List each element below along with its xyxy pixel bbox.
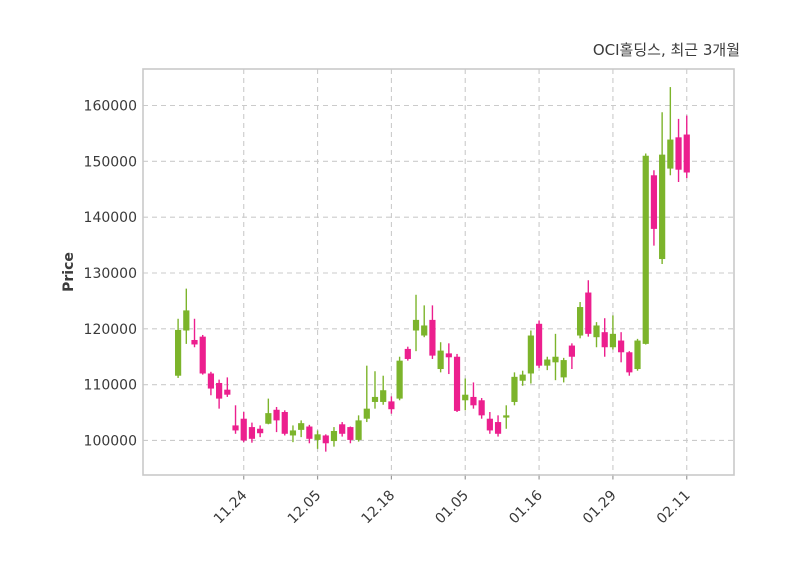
candle-body-down [486, 418, 493, 431]
plot-border [142, 68, 735, 476]
candle-body-down [650, 175, 658, 229]
candle-body-up [462, 394, 469, 401]
candle-body-up [330, 430, 338, 442]
candle-body-up [175, 329, 182, 376]
candle-body-up [265, 413, 272, 424]
y-tick-label: 100000 [84, 433, 137, 449]
candle-body-down [281, 412, 288, 434]
candle-body-up [659, 154, 666, 260]
candle-body-down [470, 396, 477, 406]
candle-body-up [396, 360, 403, 399]
candle-body-up [511, 376, 518, 402]
candle-body-up [380, 390, 387, 402]
candle-body-down [494, 422, 502, 434]
candle-body-down [478, 400, 485, 416]
candle-body-down [248, 427, 256, 439]
candle-body-down [216, 382, 223, 399]
candle-body-up [298, 423, 305, 430]
candle-body-up [609, 333, 617, 348]
candle-body-down [306, 426, 313, 439]
y-tick-label: 130000 [84, 266, 137, 282]
x-tick-label: 01.29 [580, 488, 620, 528]
candle-body-down [535, 323, 543, 366]
candle-body-down [199, 336, 206, 374]
candle-body-up [576, 307, 584, 336]
candle-body-down [191, 339, 198, 345]
y-tick-label: 120000 [84, 322, 137, 338]
candle-body-down [675, 137, 682, 170]
chart-title: OCI홀딩스, 최근 3개월 [592, 41, 740, 59]
x-tick-label: 11.24 [211, 487, 251, 527]
candle-body-down [618, 340, 625, 353]
y-tick-label: 150000 [84, 154, 137, 170]
candle-body-down [240, 418, 247, 441]
candle-body-down [347, 427, 354, 440]
candle-body-down [257, 428, 264, 434]
candle-body-up [183, 310, 190, 331]
candle-body-down [453, 356, 461, 411]
candle-body-up [314, 434, 321, 440]
candle-body-down [232, 425, 239, 431]
candle-body-up [289, 430, 297, 436]
y-tick-label: 110000 [84, 378, 137, 394]
x-tick-label: 01.16 [506, 487, 546, 527]
candle-body-up [642, 155, 649, 344]
candle-body-up [371, 396, 379, 402]
candle-body-down [445, 353, 452, 358]
candle-body-down [224, 389, 231, 395]
candle-body-down [626, 352, 633, 373]
candle-body-down [339, 424, 346, 434]
candle-body-down [585, 292, 592, 334]
x-tick-label: 12.05 [285, 488, 325, 528]
candle-body-up [355, 420, 362, 440]
candle-body-up [421, 325, 428, 336]
candle-body-up [412, 319, 420, 331]
candle-body-up [667, 139, 674, 169]
candle-body-down [601, 332, 608, 348]
candle-body-up [560, 360, 567, 378]
x-tick-label: 02.11 [654, 488, 694, 528]
candle-body-down [568, 345, 575, 357]
candle-body-up [552, 356, 559, 363]
candle-body-down [207, 373, 215, 389]
candle-body-up [437, 350, 444, 370]
candle-body-up [544, 359, 551, 366]
y-tick-label: 140000 [84, 210, 137, 226]
candle-body-down [404, 348, 411, 359]
x-tick-label: 01.05 [432, 488, 472, 528]
candle-body-up [593, 325, 600, 338]
candle-body-up [634, 340, 641, 370]
candle-body-up [503, 415, 510, 418]
candle-body-up [363, 408, 370, 419]
candle-body-down [683, 134, 690, 173]
candle-body-down [388, 401, 395, 410]
x-tick-label: 12.18 [359, 488, 399, 528]
candle-body-up [519, 374, 526, 381]
candle-body-down [322, 435, 329, 444]
candle-body-down [273, 409, 280, 421]
y-tick-label: 160000 [84, 99, 137, 115]
candle-body-down [429, 319, 436, 356]
candle-body-up [527, 335, 534, 374]
